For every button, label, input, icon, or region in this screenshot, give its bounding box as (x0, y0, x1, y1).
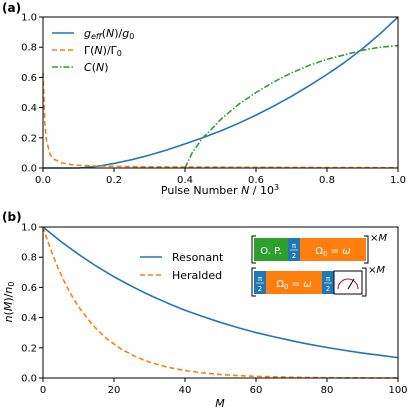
panel-a-plot-area (42, 16, 399, 169)
x-tick-label: 20 (108, 385, 121, 396)
x-tick-label: 0.2 (106, 175, 122, 186)
x-tick-label: 1.0 (390, 175, 406, 186)
svg-text:geff(N)/g0: geff(N)/g0 (84, 27, 134, 41)
x-tick-label: 0.4 (177, 175, 193, 186)
pi-half-block-1 (288, 238, 300, 261)
svg-text:C(N): C(N) (84, 61, 109, 74)
y-tick-label: 0.0 (21, 374, 37, 385)
legend-item-c: C(N) (52, 61, 109, 74)
x-tick-label: 0.6 (248, 175, 264, 186)
panel-b: (b) 0 20 40 60 80 100 0.0 0.2 0.4 0.6 0.8 1.0 M n(… (2, 210, 408, 410)
pulse-sequence-inset: O. P. π 2 Ω0 = ω ×M π 2 Ω0 = ω π (251, 233, 387, 297)
legend-item-gamma: Γ(N)/Γ0 (52, 44, 122, 58)
x-tick-label: 80 (321, 385, 334, 396)
x-tick-label: 100 (388, 385, 407, 396)
pi-half-num-1: π (292, 242, 297, 250)
panel-b-x-ticks: 0 20 40 60 80 100 (40, 378, 408, 396)
series-line-2 (184, 44, 399, 169)
row-1-multiplier: ×M (370, 233, 387, 244)
panel-a-frame (42, 16, 399, 169)
legend-item-g-eff: geff(N)/g0 (52, 27, 134, 41)
pi-half-block-3 (322, 271, 334, 294)
panel-a: (a) 0.0 0.2 0.4 0.6 0.8 1.0 0.0 0.2 0.4 0.6 0.8 1.… (2, 1, 406, 197)
y-tick-label: 0.4 (21, 313, 37, 324)
y-tick-label: 0.6 (21, 73, 37, 84)
series-line-1 (42, 72, 399, 169)
x-tick-label: 40 (179, 385, 192, 396)
panel-b-y-ticks: 0.0 0.2 0.4 0.6 0.8 1.0 (21, 223, 43, 385)
sequence-row-1: O. P. π 2 Ω0 = ω ×M (251, 233, 387, 264)
panel-a-x-axis-label: Pulse Number N / 103 (161, 183, 279, 197)
y-tick-label: 1.0 (21, 13, 37, 24)
y-tick-label: 0.2 (21, 343, 37, 354)
sequence-row-2: π 2 Ω0 = ω π 2 ×M (251, 265, 385, 297)
panel-b-x-axis-label: M (215, 397, 225, 410)
y-tick-label: 0.2 (21, 133, 37, 144)
panel-b-label: (b) (2, 210, 22, 224)
rabi-block-1-label: Ω0 = ω (315, 246, 350, 258)
y-tick-label: 0.4 (21, 103, 37, 114)
x-tick-label: 0 (40, 385, 46, 396)
legend-item-heralded: Heralded (140, 269, 222, 282)
y-tick-label: 0.0 (21, 164, 37, 175)
pi-half-den-2: 2 (258, 285, 262, 293)
rabi-block-1 (300, 238, 366, 261)
y-tick-label: 0.8 (21, 253, 37, 264)
row-2-multiplier: ×M (368, 265, 385, 276)
svg-text:Heralded: Heralded (172, 269, 222, 282)
rabi-block-2 (266, 271, 322, 294)
op-block (254, 238, 288, 261)
panel-a-label: (a) (2, 1, 21, 15)
series-line-0 (42, 226, 399, 359)
y-tick-label: 0.6 (21, 283, 37, 294)
x-tick-label: 60 (250, 385, 263, 396)
x-tick-label: 0.0 (35, 175, 51, 186)
series-line-1 (42, 226, 399, 379)
meter-icon (333, 270, 363, 295)
panel-a-x-ticks: 0.0 0.2 0.4 0.6 0.8 1.0 (35, 168, 406, 186)
pi-half-num-2: π (258, 275, 263, 283)
panel-b-legend: Resonant Heralded (140, 251, 224, 282)
pi-half-den-1: 2 (292, 252, 296, 260)
rabi-block-2-label: Ω0 = ω (276, 279, 311, 291)
panel-a-y-ticks: 0.0 0.2 0.4 0.6 0.8 1.0 (21, 13, 43, 175)
panel-b-y-axis-label: n(M)/n0 (2, 282, 16, 323)
panel-b-plot-area (42, 226, 399, 379)
y-tick-label: 1.0 (21, 223, 37, 234)
pi-half-block-2 (254, 271, 266, 294)
pi-half-den-3: 2 (326, 285, 330, 293)
panel-a-legend: geff(N)/g0 Γ(N)/Γ0 C(N) (52, 27, 134, 74)
svg-text:Resonant: Resonant (172, 251, 224, 264)
op-block-label: O. P. (260, 246, 281, 257)
y-tick-label: 0.8 (21, 43, 37, 54)
svg-text:Γ(N)/Γ0: Γ(N)/Γ0 (84, 44, 122, 58)
x-tick-label: 0.8 (319, 175, 335, 186)
pi-half-num-3: π (326, 275, 331, 283)
legend-item-resonant: Resonant (140, 251, 224, 264)
panel-b-frame (42, 226, 399, 379)
